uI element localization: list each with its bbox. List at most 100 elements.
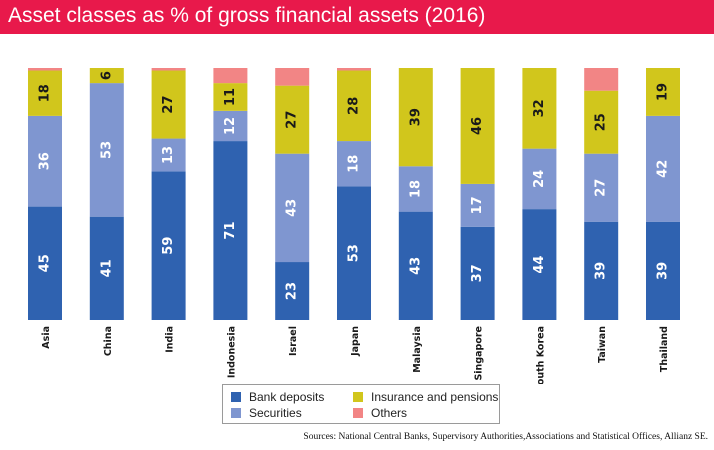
bar-singapore-securities bbox=[460, 183, 495, 227]
bar-asia-securities bbox=[28, 115, 62, 207]
x-tick-label-japan: Japan bbox=[350, 326, 361, 357]
data-label-asia-securities: 36 bbox=[38, 152, 53, 170]
bar-malaysia-bank-deposits bbox=[398, 211, 433, 320]
x-tick-label-asia: Asia bbox=[41, 326, 52, 349]
bar-taiwan-securities bbox=[584, 153, 619, 222]
data-label-taiwan-insurance-and-pensions: 25 bbox=[594, 113, 609, 131]
data-label-japan-insurance-and-pensions: 28 bbox=[347, 97, 362, 115]
legend-swatch-others bbox=[353, 407, 363, 418]
bar-india-insurance-and-pensions bbox=[151, 70, 186, 139]
data-label-asia-bank-deposits: 45 bbox=[38, 254, 53, 272]
chart-title: Asset classes as % of gross financial as… bbox=[8, 4, 486, 27]
x-tick-label-india: India bbox=[165, 326, 176, 353]
bar-israel-bank-deposits bbox=[275, 262, 310, 320]
data-label-india-securities: 13 bbox=[161, 146, 176, 164]
data-label-south-korea-securities: 24 bbox=[532, 170, 547, 188]
x-tick-label-china: China bbox=[103, 326, 114, 356]
bar-south-korea-bank-deposits bbox=[522, 209, 557, 320]
data-label-singapore-bank-deposits: 37 bbox=[470, 264, 485, 282]
bar-japan-insurance-and-pensions bbox=[337, 70, 371, 142]
x-tick-label-israel: Israel bbox=[288, 326, 299, 356]
data-label-israel-insurance-and-pensions: 27 bbox=[285, 111, 300, 129]
data-label-japan-securities: 18 bbox=[347, 155, 362, 173]
legend-item-securities: Securities bbox=[231, 406, 302, 420]
legend-label-others: Others bbox=[371, 406, 408, 420]
legend-label-securities: Securities bbox=[249, 406, 302, 420]
data-label-malaysia-securities: 18 bbox=[408, 180, 423, 198]
bar-taiwan-others bbox=[584, 68, 619, 91]
data-label-indonesia-securities: 12 bbox=[223, 117, 238, 135]
title-bar: Asset classes as % of gross financial as… bbox=[0, 0, 714, 34]
data-label-china-bank-deposits: 41 bbox=[99, 259, 114, 277]
bar-china-bank-deposits bbox=[89, 216, 124, 320]
legend-label-insurance-and-pensions: Insurance and pensions bbox=[371, 390, 499, 404]
x-tick-label-south-korea: South Korea bbox=[535, 326, 546, 384]
bar-japan-securities bbox=[337, 141, 371, 187]
bar-china-insurance-and-pensions bbox=[89, 68, 124, 84]
bar-taiwan-insurance-and-pensions bbox=[584, 90, 619, 154]
bar-israel-others bbox=[275, 68, 310, 86]
bar-south-korea-securities bbox=[522, 148, 557, 210]
data-label-south-korea-insurance-and-pensions: 32 bbox=[532, 99, 547, 117]
bar-thailand-insurance-and-pensions bbox=[646, 68, 680, 116]
data-label-china-insurance-and-pensions: 6 bbox=[99, 71, 114, 80]
data-label-asia-insurance-and-pensions: 18 bbox=[38, 84, 53, 102]
legend-item-others: Others bbox=[353, 406, 407, 420]
stacked-bar-chart: 45 36 18 Asia 41 53 6 China 59 13 27 India 71 12 11 Ind… bbox=[28, 68, 680, 384]
data-label-malaysia-bank-deposits: 43 bbox=[408, 257, 423, 275]
data-label-thailand-insurance-and-pensions: 19 bbox=[656, 83, 671, 101]
bar-indonesia-others bbox=[213, 68, 248, 84]
legend-swatch-insurance-and-pensions bbox=[353, 391, 363, 402]
x-tick-label-thailand: Thailand bbox=[659, 326, 670, 372]
bar-japan-others bbox=[337, 68, 371, 71]
bar-india-securities bbox=[151, 138, 186, 172]
x-tick-label-indonesia: Indonesia bbox=[226, 326, 237, 378]
bar-india-others bbox=[151, 68, 186, 71]
bar-israel-securities bbox=[275, 153, 310, 263]
bar-indonesia-insurance-and-pensions bbox=[213, 83, 248, 111]
x-tick-label-malaysia: Malaysia bbox=[412, 326, 423, 373]
x-tick-label-singapore: Singapore bbox=[474, 326, 485, 381]
data-label-indonesia-bank-deposits: 71 bbox=[223, 221, 238, 239]
bar-thailand-bank-deposits bbox=[646, 221, 680, 320]
data-label-israel-bank-deposits: 23 bbox=[285, 282, 300, 300]
data-label-taiwan-securities: 27 bbox=[594, 179, 609, 197]
bar-asia-insurance-and-pensions bbox=[28, 70, 62, 116]
chart-legend: Bank deposits Insurance and pensions Sec… bbox=[222, 384, 500, 424]
data-label-indonesia-insurance-and-pensions: 11 bbox=[223, 88, 238, 106]
data-label-malaysia-insurance-and-pensions: 39 bbox=[408, 108, 423, 126]
bar-india-bank-deposits bbox=[151, 171, 186, 320]
data-label-south-korea-bank-deposits: 44 bbox=[532, 256, 547, 274]
legend-label-bank-deposits: Bank deposits bbox=[249, 390, 325, 404]
data-label-india-insurance-and-pensions: 27 bbox=[161, 95, 176, 113]
bar-asia-others bbox=[28, 68, 62, 71]
legend-item-insurance-and-pensions: Insurance and pensions bbox=[353, 390, 498, 404]
bar-japan-bank-deposits bbox=[337, 186, 371, 320]
legend-swatch-securities bbox=[231, 407, 241, 418]
data-label-taiwan-bank-deposits: 39 bbox=[594, 262, 609, 280]
legend-swatch-bank-deposits bbox=[231, 391, 241, 402]
bar-israel-insurance-and-pensions bbox=[275, 85, 310, 154]
bar-asia-bank-deposits bbox=[28, 206, 62, 320]
legend-item-bank-deposits: Bank deposits bbox=[231, 390, 324, 404]
data-label-israel-securities: 43 bbox=[285, 199, 300, 217]
bar-china-securities bbox=[89, 83, 124, 217]
bar-taiwan-bank-deposits bbox=[584, 221, 619, 320]
bar-thailand-securities bbox=[646, 115, 680, 222]
data-label-thailand-bank-deposits: 39 bbox=[656, 262, 671, 280]
bar-south-korea-insurance-and-pensions bbox=[522, 68, 557, 149]
data-label-india-bank-deposits: 59 bbox=[161, 237, 176, 255]
data-label-japan-bank-deposits: 53 bbox=[347, 244, 362, 262]
x-tick-label-taiwan: Taiwan bbox=[597, 326, 608, 363]
bar-singapore-insurance-and-pensions bbox=[460, 68, 495, 184]
source-note: Sources: National Central Banks, Supervi… bbox=[303, 432, 708, 442]
bar-malaysia-securities bbox=[398, 166, 433, 212]
bar-indonesia-securities bbox=[213, 110, 248, 142]
data-label-singapore-securities: 17 bbox=[470, 196, 485, 214]
bar-indonesia-bank-deposits bbox=[213, 141, 248, 320]
data-label-thailand-securities: 42 bbox=[656, 160, 671, 178]
bar-malaysia-insurance-and-pensions bbox=[398, 68, 433, 167]
data-label-singapore-insurance-and-pensions: 46 bbox=[470, 117, 485, 135]
data-label-china-securities: 53 bbox=[99, 141, 114, 159]
bar-singapore-bank-deposits bbox=[460, 226, 495, 320]
